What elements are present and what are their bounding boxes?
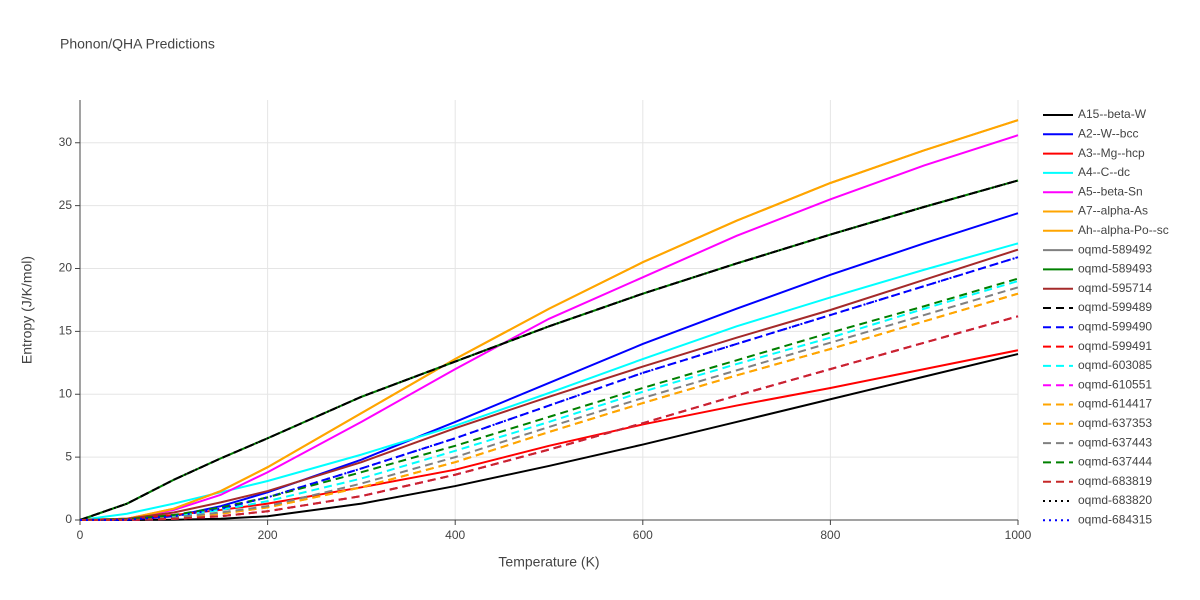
series-line [80,353,1019,521]
y-axis-label: Entropy (J/K/mol) [19,256,35,364]
series-line [79,242,1019,521]
x-tick-label: 0 [77,528,84,542]
legend-label[interactable]: oqmd-589492 [1078,242,1152,256]
y-tick-label: 0 [65,512,72,526]
x-tick-label: 1000 [1005,528,1032,542]
x-axis-label: Temperature (K) [498,554,599,570]
x-tick-label: 600 [633,528,653,542]
x-tick-label: 400 [445,528,465,542]
legend-label[interactable]: oqmd-637444 [1078,455,1152,469]
x-tick-label: 200 [258,528,278,542]
legend-label[interactable]: A15--beta-W [1078,107,1147,121]
legend-label[interactable]: oqmd-614417 [1078,397,1152,411]
legend-label[interactable]: oqmd-684315 [1078,512,1152,526]
legend-label[interactable]: Ah--alpha-Po--sc [1078,223,1169,237]
series-line [79,119,1019,521]
series-line [79,277,1019,521]
series-line [79,248,1019,521]
legend-label[interactable]: oqmd-610551 [1078,377,1152,391]
legend-label[interactable]: A2--W--bcc [1078,126,1138,140]
y-tick-label: 10 [59,386,73,400]
y-tick-label: 30 [59,135,73,149]
legend-label[interactable]: oqmd-589493 [1078,262,1152,276]
legend-label[interactable]: oqmd-603085 [1078,358,1152,372]
legend-label[interactable]: oqmd-637353 [1078,416,1152,430]
legend-label[interactable]: A3--Mg--hcp [1078,146,1145,160]
series-line [79,256,1019,521]
chart-title: Phonon/QHA Predictions [60,36,215,52]
y-tick-label: 25 [59,198,73,212]
legend-label[interactable]: oqmd-599489 [1078,300,1152,314]
legend-label[interactable]: oqmd-599490 [1078,319,1152,333]
series-line [80,286,1019,521]
y-tick-label: 15 [59,324,73,338]
y-tick-label: 5 [65,449,72,463]
legend-label[interactable]: oqmd-599491 [1078,339,1152,353]
legend-label[interactable]: oqmd-683819 [1078,474,1152,488]
series-line [79,179,1019,521]
series-line [79,280,1019,521]
legend-label[interactable]: oqmd-637443 [1078,435,1152,449]
x-tick-label: 800 [820,528,840,542]
series-line [79,134,1019,521]
y-tick-label: 20 [59,261,73,275]
series-line [79,179,1019,521]
legend-label[interactable]: oqmd-595714 [1078,281,1152,295]
series-line [80,315,1019,521]
legend-label[interactable]: oqmd-683820 [1078,493,1152,507]
legend-label[interactable]: A5--beta-Sn [1078,184,1143,198]
legend-label[interactable]: A7--alpha-As [1078,204,1148,218]
legend-label[interactable]: A4--C--dc [1078,165,1130,179]
